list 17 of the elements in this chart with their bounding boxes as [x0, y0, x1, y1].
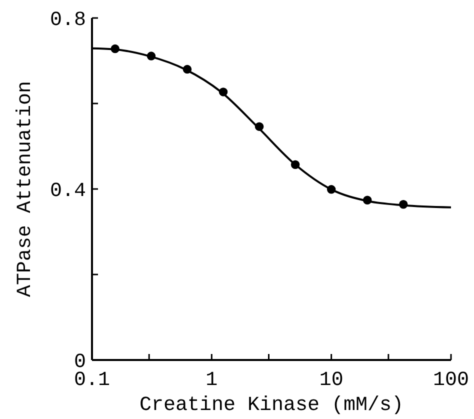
point	[399, 200, 408, 209]
y-tick-label: 0.4	[50, 180, 86, 203]
point	[146, 52, 156, 60]
point	[110, 44, 120, 54]
x-tick-label: 0.1	[74, 369, 110, 392]
y-axis-title: ATPase Attenuation	[14, 80, 37, 298]
point	[362, 196, 372, 204]
x-tick-label: 1	[206, 369, 218, 392]
x-axis-title: Creatine Kinase (mM/s)	[139, 394, 404, 417]
point	[182, 64, 192, 74]
point	[254, 122, 264, 131]
x-tick-label: 100	[432, 369, 470, 392]
x-tick-label: 10	[319, 369, 344, 392]
point	[218, 88, 228, 96]
y-tick-label: 0.8	[50, 9, 86, 32]
point	[326, 185, 336, 194]
point	[290, 160, 300, 169]
